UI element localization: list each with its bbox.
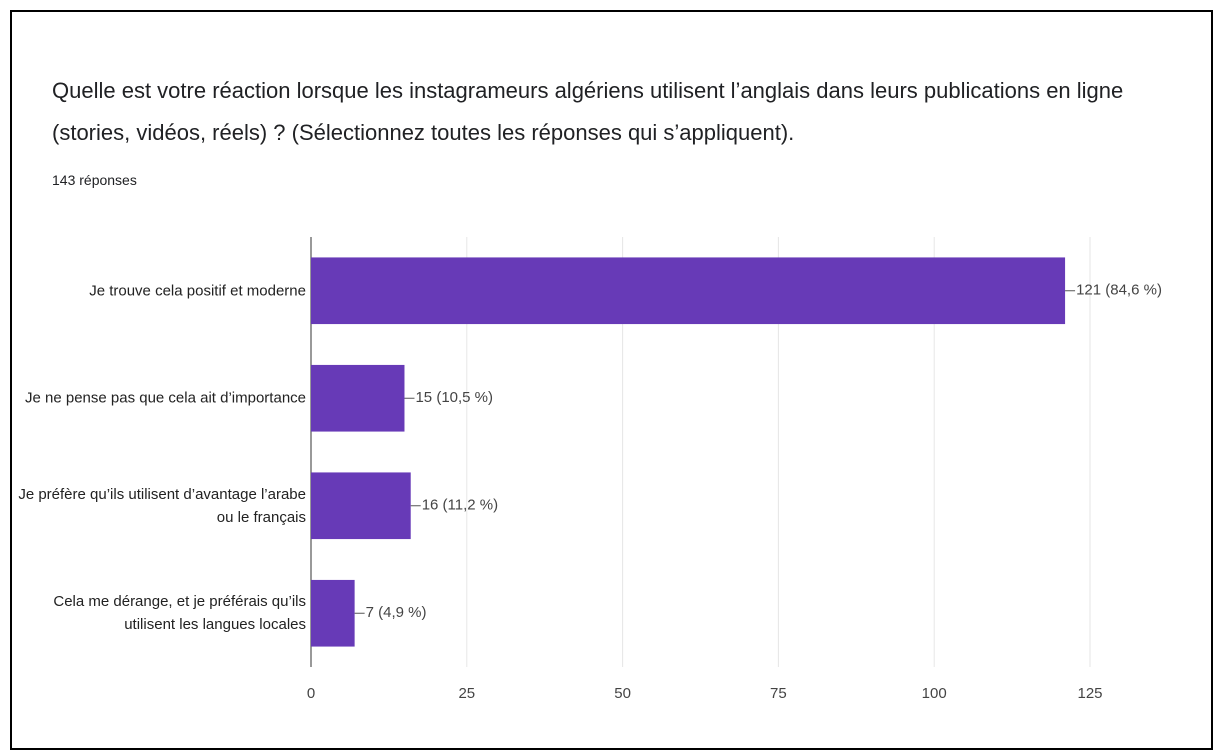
chart-title: Quelle est votre réaction lorsque les in… [52,78,1124,145]
x-tick-label: 75 [770,685,787,702]
y-tick-label: Je ne pense pas que cela ait d’importanc… [24,389,306,407]
x-tick-label: 0 [307,685,315,702]
value-label: 121 (84,6 %) [1076,282,1162,299]
y-tick-label: Je préfère qu’ils utilisent d’avantage l… [18,485,306,526]
bar [311,364,405,432]
bar [311,472,411,540]
y-tick-label: Cela me dérange, et je préférais qu’ils … [53,593,306,634]
value-label: 16 (11,2 %) [422,497,498,514]
bar [311,579,355,647]
x-tick-label: 100 [922,685,947,702]
chart: 0 25 50 75 100 125 121 (84,6 %) 15 (10,5 %) 16 (… [307,237,1162,702]
y-tick-label: Je trouve cela positif et moderne [89,282,306,300]
x-tick-label: 25 [458,685,475,702]
x-tick-label: 50 [614,685,631,702]
x-tick-label: 125 [1077,685,1102,702]
value-label: 15 (10,5 %) [415,389,493,406]
bar [311,257,1066,325]
chart-subtitle: 143 réponses [52,172,137,188]
value-label: 7 (4,9 %) [366,604,427,621]
